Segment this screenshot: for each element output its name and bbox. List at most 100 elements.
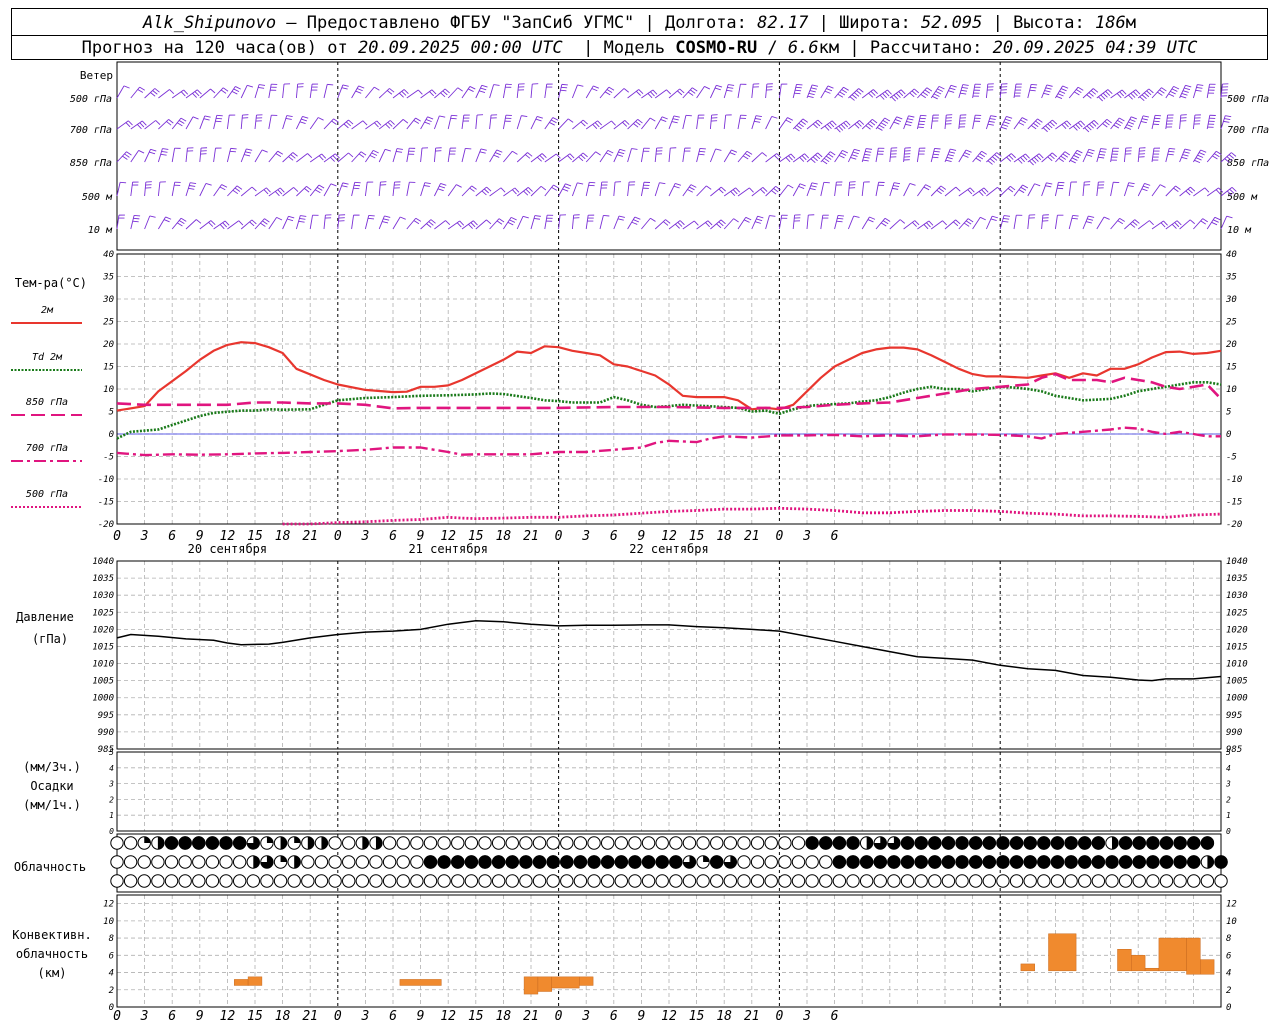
- wind-barb-feather: [850, 157, 857, 160]
- wind-barb-feather: [427, 116, 434, 120]
- wind-barb-staff: [944, 115, 947, 130]
- cloud-symbol: [968, 874, 983, 888]
- wind-barb-staff: [875, 89, 888, 99]
- wind-barb-staff: [1206, 187, 1219, 197]
- wind-barb-staff: [240, 186, 253, 197]
- wind-barb-staff: [889, 219, 901, 230]
- wind-barb-feather: [829, 151, 836, 156]
- wind-barb-staff: [516, 216, 524, 230]
- forecast-prefix: Прогноз на 120 часа(ов) от: [81, 38, 348, 58]
- wind-barb-feather: [1031, 125, 1037, 130]
- wind-barb-feather: [1036, 155, 1042, 161]
- wind-barb-staff: [737, 84, 741, 99]
- wind-barb-feather: [439, 185, 446, 189]
- wind-barb-feather: [176, 122, 183, 127]
- y-tick-label-left: 1010: [92, 660, 114, 670]
- wind-barb-feather: [1231, 152, 1237, 157]
- series-t500: [282, 506, 1222, 526]
- wind-barb-feather: [634, 216, 641, 220]
- wind-barb-staff: [668, 220, 681, 230]
- wind-barb-feather: [853, 92, 860, 97]
- wind-barb-staff: [972, 217, 981, 230]
- convective-bar: [1131, 955, 1146, 972]
- wind-barb-feather: [536, 115, 543, 119]
- provider: Предоставлено ФГБУ "ЗапСиб УГМС": [306, 13, 635, 33]
- cloud-symbol: [123, 855, 138, 869]
- wind-barb-feather: [870, 90, 876, 96]
- wind-barb-feather: [619, 148, 626, 152]
- wind-barb-staff: [199, 220, 212, 230]
- wind-barb-staff: [185, 116, 194, 130]
- wind-barb-feather: [826, 88, 833, 92]
- cloud-symbol: [410, 855, 424, 869]
- cloud-fill-overcast: [1050, 836, 1065, 850]
- wind-barb-feather: [522, 215, 529, 219]
- wind-barb-feather: [534, 215, 541, 217]
- wind-barb-staff: [516, 187, 529, 197]
- wind-barb-staff: [337, 182, 344, 197]
- wind-barb-staff: [447, 87, 459, 99]
- convective-bar: [399, 979, 442, 986]
- wind-barb-staff: [420, 148, 423, 163]
- wind-barb-feather: [895, 118, 901, 122]
- wind-barb-staff: [1055, 151, 1066, 163]
- cloud-fill-threequarter: [724, 855, 737, 869]
- wind-barb-feather: [755, 115, 762, 118]
- wind-barb-staff: [365, 86, 375, 99]
- wind-barb-feather: [216, 117, 223, 120]
- x-hour-label: 9: [417, 529, 425, 544]
- wind-barb-staff: [116, 215, 120, 230]
- wind-barb-feather: [963, 222, 970, 227]
- cloud-symbol: [232, 855, 247, 869]
- wind-barb-feather: [444, 88, 450, 94]
- x-hour-label: 6: [168, 1009, 176, 1024]
- wind-barb-feather: [125, 122, 131, 128]
- wind-barb-feather: [1020, 157, 1025, 163]
- wind-barb-feather: [426, 223, 432, 228]
- wind-barb-feather: [1141, 94, 1147, 100]
- wind-barb-feather: [733, 218, 739, 223]
- wind-barb-feather: [1128, 182, 1135, 185]
- wind-barb-feather: [161, 151, 168, 153]
- wind-barb-feather: [496, 220, 503, 225]
- convective-bar: [1144, 967, 1160, 972]
- wind-barb-feather: [244, 154, 251, 157]
- wind-barb-feather: [1168, 93, 1175, 97]
- wind-barb-staff: [723, 218, 734, 230]
- wind-barb-feather: [787, 184, 794, 189]
- wind-barb-feather: [933, 153, 940, 156]
- wind-barb-staff: [641, 89, 654, 99]
- lat-label: Широта:: [839, 13, 911, 33]
- wind-barb-staff: [1165, 148, 1170, 163]
- wind-barb-staff: [213, 184, 223, 197]
- wind-barb-feather: [123, 85, 130, 89]
- cloud-fill-overcast: [914, 855, 928, 869]
- wind-barb-feather: [1211, 221, 1218, 226]
- wind-barb-feather: [605, 152, 612, 156]
- y-tick-label-left: 40: [103, 250, 114, 260]
- wind-barb-feather: [987, 123, 994, 126]
- x-hour-label: 9: [196, 529, 204, 544]
- cloud-symbol: [478, 836, 492, 850]
- wind-barb-feather: [594, 122, 600, 128]
- wind-barb-feather: [495, 152, 501, 156]
- wind-barb-feather: [1022, 184, 1029, 189]
- wind-barb-staff: [199, 88, 211, 99]
- x-hour-label: 12: [661, 1009, 677, 1024]
- wind-barb-staff: [696, 148, 701, 163]
- cloud-symbol: [710, 836, 724, 850]
- wind-barb-feather: [905, 123, 912, 127]
- wind-barb-feather: [1157, 91, 1163, 96]
- wind-barb-feather: [1072, 125, 1078, 131]
- wind-barb-staff: [558, 84, 563, 99]
- wind-barb-feather: [675, 183, 682, 186]
- wind-barb-feather: [975, 157, 982, 162]
- wind-barb-staff: [765, 185, 777, 197]
- cloud-symbol: [1146, 874, 1160, 888]
- wind-barb-feather: [679, 220, 685, 226]
- wind-barb-staff: [392, 182, 395, 197]
- wind-barb-staff: [447, 115, 452, 130]
- wind-barb-feather: [1163, 220, 1168, 226]
- wind-barb-staff: [213, 220, 226, 230]
